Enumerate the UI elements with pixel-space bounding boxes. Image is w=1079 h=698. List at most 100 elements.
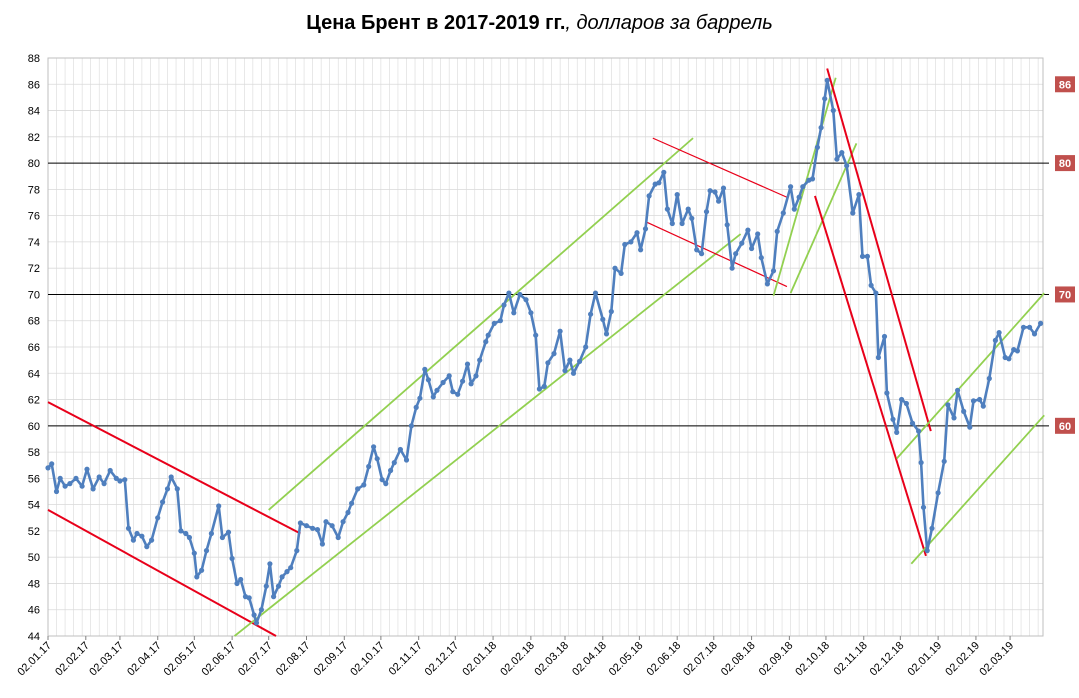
x-tick-label: 02.05.18	[607, 640, 646, 679]
trend-line-red	[814, 195, 927, 557]
data-point	[1006, 356, 1012, 362]
data-point	[225, 529, 232, 535]
data-point	[219, 534, 225, 541]
data-point	[733, 251, 739, 257]
x-tick-label: 02.04.17	[125, 640, 164, 679]
data-point	[839, 150, 845, 156]
data-point	[391, 460, 397, 466]
y-tick-label: 88	[28, 53, 40, 65]
data-point	[417, 395, 423, 401]
data-point	[440, 379, 446, 386]
data-point	[79, 483, 85, 489]
x-tick-label: 02.11.17	[387, 640, 425, 678]
trend-line-red	[47, 509, 277, 637]
x-tick-label: 02.07.17	[236, 640, 275, 679]
data-point	[694, 247, 700, 253]
chart-title-italic: , долларов за баррель	[565, 12, 773, 34]
x-tick-label: 02.12.17	[423, 640, 462, 679]
data-point	[646, 193, 652, 199]
y-tick-label: 54	[28, 500, 40, 512]
data-point	[603, 331, 610, 337]
data-point	[592, 290, 599, 296]
data-point	[517, 291, 523, 298]
data-point	[856, 192, 862, 198]
x-tick-label: 02.07.18	[681, 640, 720, 679]
data-point	[125, 525, 132, 531]
y-tick-label: 68	[28, 316, 40, 328]
data-point	[703, 209, 710, 215]
data-point	[745, 227, 751, 233]
y-tick-label: 74	[28, 237, 40, 249]
level-badge-label: 60	[1059, 421, 1071, 433]
data-point	[941, 458, 947, 464]
data-point	[413, 404, 419, 410]
data-point	[53, 488, 60, 495]
data-point	[809, 176, 816, 182]
y-tick-label: 82	[28, 132, 40, 144]
data-point	[178, 528, 184, 534]
data-point	[279, 574, 285, 580]
data-point	[168, 474, 174, 480]
data-point	[319, 541, 325, 547]
data-point	[186, 534, 192, 541]
data-point	[967, 424, 973, 430]
data-point	[303, 523, 310, 529]
data-point	[397, 446, 403, 453]
data-point	[674, 192, 680, 198]
data-point	[920, 504, 927, 510]
data-point	[685, 206, 691, 212]
x-tick-label: 02.04.18	[570, 640, 609, 679]
data-point	[73, 475, 79, 481]
trend-line-red	[646, 221, 788, 288]
data-point	[491, 320, 497, 326]
data-point	[251, 612, 257, 618]
x-tick-label: 02.01.18	[460, 640, 499, 679]
x-tick-label: 02.01.17	[15, 640, 54, 679]
data-point	[258, 607, 264, 613]
data-point	[271, 594, 277, 600]
y-tick-label: 60	[28, 421, 40, 433]
level-badge-label: 80	[1059, 158, 1071, 170]
data-point	[468, 381, 474, 387]
data-point	[216, 503, 222, 509]
data-point	[755, 231, 761, 237]
x-tick-label: 02.03.19	[977, 640, 1016, 679]
data-point	[788, 184, 794, 190]
data-point	[716, 198, 722, 204]
data-point	[434, 387, 440, 393]
data-point	[770, 268, 777, 274]
data-point	[450, 389, 456, 395]
data-point	[288, 565, 294, 571]
data-point	[455, 391, 461, 397]
data-point	[814, 144, 821, 150]
y-tick-label: 56	[28, 473, 40, 485]
y-tick-label: 48	[28, 578, 40, 590]
data-point	[122, 477, 128, 483]
data-point	[267, 561, 273, 567]
data-point	[134, 530, 140, 537]
data-point	[1014, 348, 1021, 354]
data-point	[822, 96, 828, 102]
x-tick-label: 02.03.18	[532, 640, 571, 679]
data-point	[203, 548, 210, 554]
data-point	[924, 548, 930, 554]
data-point	[986, 375, 992, 382]
data-point	[980, 403, 986, 409]
data-point	[884, 390, 890, 396]
data-point	[600, 316, 606, 322]
data-point	[970, 398, 977, 404]
data-point	[830, 107, 836, 114]
data-point	[903, 400, 910, 407]
data-point	[541, 383, 547, 389]
level-badge-60	[1055, 417, 1075, 434]
data-point	[345, 509, 351, 516]
data-point	[374, 456, 380, 462]
data-point	[355, 486, 361, 492]
data-point	[238, 576, 244, 583]
data-point	[366, 463, 372, 470]
data-point	[868, 282, 874, 288]
series-line-brent	[47, 79, 1042, 625]
data-point	[144, 544, 150, 550]
data-point	[422, 366, 428, 372]
x-tick-label: 02.10.18	[793, 640, 832, 679]
